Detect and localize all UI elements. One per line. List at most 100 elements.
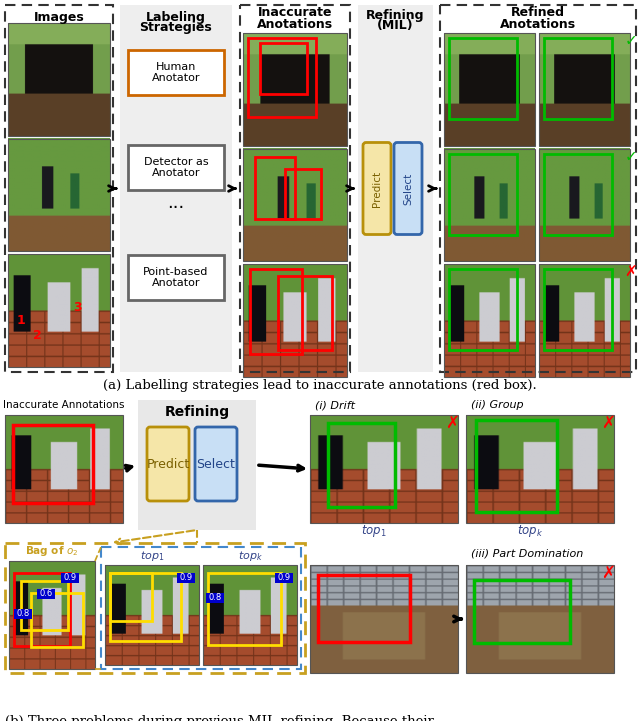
Bar: [21, 581, 68, 629]
Text: ✓: ✓: [625, 149, 637, 164]
Text: Images: Images: [34, 11, 84, 24]
Bar: [275, 573, 293, 583]
Bar: [444, 149, 535, 261]
Bar: [203, 565, 297, 665]
Bar: [110, 573, 152, 621]
Text: (iii) Part Domination: (iii) Part Domination: [471, 548, 583, 558]
Text: 0.8: 0.8: [17, 609, 29, 619]
Text: 0.9: 0.9: [179, 573, 193, 583]
Bar: [318, 575, 410, 642]
Bar: [449, 270, 517, 350]
Text: (i) Drift: (i) Drift: [315, 400, 355, 410]
Bar: [8, 255, 110, 367]
Text: 0.6: 0.6: [40, 590, 52, 598]
Bar: [285, 169, 321, 219]
Bar: [128, 255, 224, 300]
Bar: [128, 50, 224, 95]
Text: $top_1$: $top_1$: [361, 523, 387, 539]
Bar: [474, 580, 570, 642]
Bar: [255, 156, 294, 218]
Bar: [120, 5, 232, 372]
Bar: [9, 561, 95, 669]
Bar: [37, 589, 55, 599]
Bar: [328, 423, 395, 508]
Text: Select: Select: [403, 172, 413, 205]
Bar: [243, 149, 347, 261]
Bar: [440, 5, 636, 372]
Text: ✓: ✓: [625, 33, 637, 48]
Text: Select: Select: [196, 458, 236, 471]
FancyBboxPatch shape: [394, 143, 422, 234]
Bar: [5, 5, 113, 372]
FancyBboxPatch shape: [195, 427, 237, 501]
Bar: [544, 38, 612, 119]
FancyBboxPatch shape: [147, 427, 189, 501]
Text: 0.8: 0.8: [209, 593, 221, 603]
Text: 2: 2: [33, 329, 42, 342]
Bar: [449, 154, 517, 235]
Text: $top_k$: $top_k$: [517, 523, 543, 539]
FancyBboxPatch shape: [363, 143, 391, 234]
Bar: [14, 609, 32, 619]
Text: (a) Labelling strategies lead to inaccurate annotations (red box).: (a) Labelling strategies lead to inaccur…: [103, 379, 537, 392]
Bar: [8, 138, 110, 252]
Bar: [240, 5, 350, 372]
Bar: [358, 5, 433, 372]
Bar: [539, 149, 630, 261]
Bar: [138, 400, 256, 530]
Text: (ii) Group: (ii) Group: [471, 400, 524, 410]
Bar: [31, 593, 83, 647]
Text: Anotations: Anotations: [500, 17, 576, 30]
Bar: [14, 573, 70, 647]
Text: 0.9: 0.9: [63, 573, 77, 583]
Text: Bag of $o_2$: Bag of $o_2$: [26, 544, 79, 558]
Bar: [208, 573, 282, 645]
Text: 0.9: 0.9: [277, 573, 291, 583]
Text: Detector as
Anotator: Detector as Anotator: [144, 156, 208, 178]
Bar: [466, 415, 614, 523]
Text: (b) Three problems during previous MIL-refining. Because their: (b) Three problems during previous MIL-r…: [5, 715, 434, 721]
Text: ✗: ✗: [625, 265, 637, 280]
Bar: [476, 420, 557, 512]
Text: 3: 3: [73, 301, 82, 314]
Text: Refined: Refined: [511, 6, 565, 19]
Text: Predict: Predict: [372, 170, 382, 206]
Text: ...: ...: [168, 194, 184, 212]
Bar: [544, 154, 612, 235]
Text: Inaccurate Annotations: Inaccurate Annotations: [3, 400, 125, 410]
Bar: [206, 593, 224, 603]
Bar: [110, 573, 180, 641]
Bar: [128, 145, 224, 190]
Text: Predict: Predict: [147, 458, 189, 471]
Bar: [466, 565, 614, 673]
Bar: [250, 270, 302, 354]
Bar: [278, 276, 332, 350]
Text: Refining: Refining: [164, 405, 230, 419]
Bar: [544, 270, 612, 350]
Bar: [13, 425, 93, 503]
Bar: [5, 543, 305, 673]
Text: ✗: ✗: [445, 414, 459, 432]
Bar: [101, 547, 301, 669]
Bar: [177, 573, 195, 583]
Bar: [449, 38, 517, 119]
Bar: [310, 565, 458, 673]
Bar: [539, 265, 630, 377]
Text: Anotations: Anotations: [257, 17, 333, 30]
Text: (MIL): (MIL): [377, 19, 414, 32]
Bar: [444, 265, 535, 377]
Bar: [8, 23, 110, 136]
Bar: [105, 565, 199, 665]
Bar: [61, 573, 79, 583]
Text: ✗: ✗: [601, 414, 615, 432]
Text: Inaccurate: Inaccurate: [258, 6, 332, 19]
Text: Point-based
Anotator: Point-based Anotator: [143, 267, 209, 288]
Bar: [539, 33, 630, 146]
Text: $top_k$: $top_k$: [237, 549, 262, 563]
Text: 1: 1: [17, 314, 26, 327]
Text: $top_1$: $top_1$: [140, 549, 164, 563]
Text: Human
Anotator: Human Anotator: [152, 62, 200, 84]
Bar: [243, 33, 347, 146]
Text: Refining: Refining: [366, 9, 425, 22]
Text: Labeling: Labeling: [146, 11, 206, 24]
